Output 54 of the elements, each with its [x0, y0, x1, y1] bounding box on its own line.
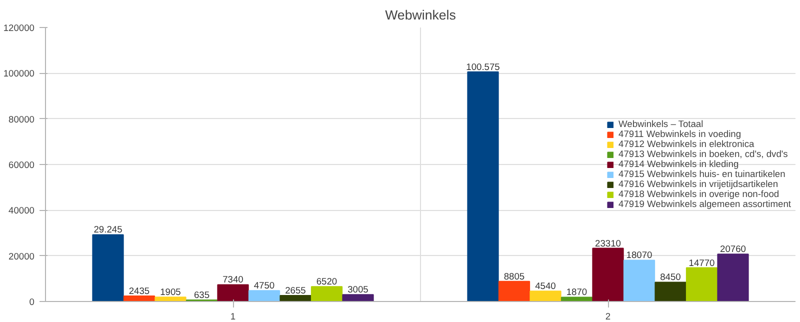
y-tick-label: 120000 — [3, 23, 35, 33]
legend-label: 47911 Webwinkels in voeding — [618, 129, 742, 139]
data-label: 8450 — [660, 272, 681, 282]
bar — [530, 290, 562, 302]
legend-label: 47913 Webwinkels in boeken, cd's, dvd's — [618, 149, 788, 159]
bar — [92, 234, 124, 302]
data-label: 2655 — [285, 285, 306, 296]
data-label: 1905 — [160, 287, 181, 298]
bar — [717, 254, 749, 302]
bar — [560, 296, 593, 302]
x-tick-label: 1 — [230, 312, 236, 322]
chart-title: Webwinkels — [385, 8, 456, 22]
data-label: 14770 — [688, 258, 715, 268]
bar — [686, 267, 718, 302]
data-label: 3005 — [348, 284, 368, 295]
bar — [123, 295, 156, 302]
bar — [248, 290, 280, 302]
data-label: 20760 — [720, 244, 746, 254]
data-label: 6520 — [316, 276, 338, 287]
y-tick-label: 40000 — [8, 206, 35, 216]
legend-label: 47918 Webwinkels in overige non-food — [618, 189, 780, 199]
y-tick-label: 60000 — [8, 160, 35, 170]
legend-label: 47915 Webwinkels huis- en tuinartikelen — [618, 169, 786, 179]
bar — [217, 284, 249, 302]
data-label: 7340 — [222, 274, 244, 285]
bar — [498, 280, 530, 302]
bar — [342, 294, 374, 302]
legend-label: 47919 Webwinkels algemeen assortiment — [618, 199, 791, 209]
bar — [310, 286, 343, 302]
y-tick-label: 80000 — [8, 114, 35, 124]
bar — [280, 294, 312, 302]
bar — [654, 282, 686, 302]
data-label: 23310 — [595, 238, 621, 248]
data-label: 635 — [194, 290, 210, 300]
x-tick-label: 2 — [605, 312, 611, 322]
data-label: 100.575 — [466, 62, 500, 72]
y-tick-label: 20000 — [8, 251, 35, 262]
data-label: 1870 — [566, 287, 588, 298]
data-label: 2435 — [128, 286, 150, 296]
data-label: 4540 — [535, 281, 556, 292]
bar — [623, 260, 656, 302]
bar — [592, 248, 624, 302]
data-label: 8805 — [504, 271, 525, 282]
legend-label: 47912 Webwinkels in elektronica — [618, 139, 754, 149]
y-tick-label: 0 — [29, 297, 35, 307]
data-label: 18070 — [626, 250, 652, 260]
data-label: 4750 — [254, 280, 275, 291]
y-tick-label: 100000 — [3, 68, 35, 79]
legend-label: Webwinkels – Totaal — [618, 119, 704, 129]
legend-label: 47916 Webwinkels in vrijetijdsartikelen — [618, 179, 778, 189]
bar — [467, 71, 499, 302]
bar — [154, 296, 186, 302]
legend-label: 47914 Webwinkels in kleding — [618, 159, 739, 169]
data-label: 29.245 — [94, 224, 122, 235]
